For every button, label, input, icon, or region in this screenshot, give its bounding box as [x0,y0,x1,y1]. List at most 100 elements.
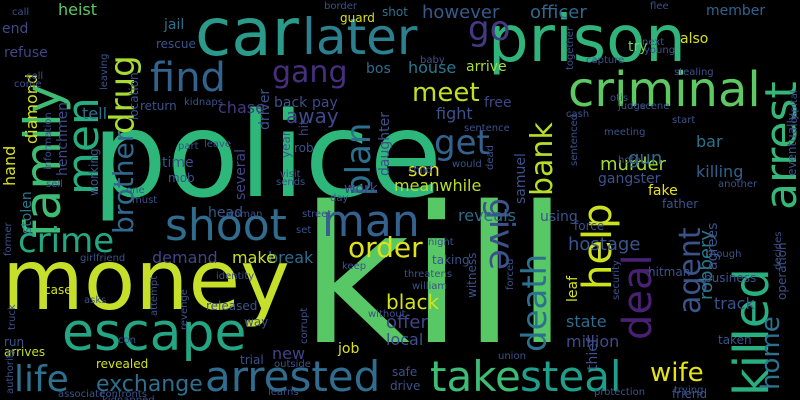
cloud-word: force [574,219,605,233]
cloud-word: house [408,58,457,77]
cloud-word: trial [240,353,264,367]
cloud-word: keep [342,261,367,272]
cloud-word: local [386,330,424,349]
cloud-word: prison [488,3,686,77]
cloud-word: head [208,205,243,221]
cloud-word: william [412,281,448,292]
cloud-word: associate [58,389,106,400]
cloud-word: bar [696,132,723,151]
cloud-word: killing [696,162,744,181]
cloud-word: street [302,209,332,220]
cloud-word: thief [585,338,601,370]
cloud-word: using [540,209,578,225]
cloud-word: information [43,112,54,170]
cloud-word: young [644,45,676,56]
cloud-word: get [434,123,490,163]
cloud-word: leaving [99,53,110,90]
cloud-word: gangster [598,171,661,187]
cloud-word: judge [618,101,646,112]
cloud-word: cell [26,71,44,82]
cloud-word: leaf [565,275,581,302]
cloud-word: end [2,21,29,37]
cloud-word: man [322,196,420,247]
cloud-word: criminal [568,62,761,118]
cloud-word: demand [152,248,218,267]
cloud-word: hand [0,145,19,186]
cloud-word: taken [718,333,752,347]
cloud-word: without [368,309,406,320]
cloud-word: authority [5,348,16,394]
cloud-word: job [338,341,360,357]
cloud-word: girlfriend [80,253,126,264]
cloud-word: case [44,283,72,297]
cloud-word: arrested [205,352,381,400]
cloud-word: next [642,37,665,48]
cloud-word: death [515,253,555,352]
cloud-word: time [162,155,194,171]
cloud-word: day [330,193,349,204]
cloud-word: one [126,185,145,196]
cloud-word: kidnapped [102,396,155,400]
cloud-word: work [344,181,378,197]
cloud-word: set [296,225,312,236]
cloud-word: free [484,95,512,111]
cloud-word: come [14,79,42,90]
cloud-word: away [286,104,339,128]
cloud-word: sentence [464,123,510,134]
cloud-word: gang [272,55,348,90]
cloud-word: hospital [789,90,800,130]
cloud-word: union [498,351,526,362]
cloud-word: heist [58,0,98,19]
cloud-word: dead [485,145,496,170]
cloud-word: another [718,179,758,190]
cloud-word: however [422,2,500,23]
cloud-word: take [430,352,521,400]
cloud-word: jail [164,17,185,33]
cloud-word: shot [382,5,408,19]
cloud-word: back [274,95,308,111]
cloud-word: forced [505,258,516,290]
cloud-word: together [565,26,576,70]
cloud-word: father [662,197,699,211]
cloud-word: reveals [458,206,516,225]
cloud-word: flee [650,1,669,12]
cloud-word: drive [390,379,421,393]
cloud-word: kill [300,166,569,387]
cloud-word: car [195,0,299,71]
cloud-word: kidnaps [184,97,223,108]
cloud-word: pay [312,95,338,111]
cloud-word: shoot [165,200,287,251]
cloud-word: call [12,7,30,18]
cloud-word: safe [392,365,418,379]
cloud-word: police [92,86,443,224]
cloud-word: protection [594,387,646,398]
cloud-word: henchmen [55,101,71,176]
cloud-word: gun [628,148,663,169]
cloud-word: wife [650,358,704,388]
cloud-word: black [386,290,440,314]
cloud-word: would [452,159,482,170]
cloud-word: meeting [604,127,646,138]
cloud-word: identity [216,271,255,282]
cloud-word: revenge [179,289,190,330]
cloud-word: money [2,231,290,329]
cloud-word: try [628,39,648,55]
cloud-word: track [714,294,755,313]
cloud-word: daughter [377,112,393,176]
cloud-word: chase [218,98,265,117]
cloud-word: confronts [100,389,147,400]
cloud-word: also [680,31,709,47]
cloud-word: crime [18,221,115,261]
cloud-word: child [408,165,432,176]
cloud-word: murder [600,154,666,175]
cloud-word: return [140,99,177,113]
cloud-word: way [244,315,269,329]
cloud-word: taking [432,253,470,267]
cloud-word: friend [672,387,708,400]
cloud-word: meet [412,78,480,108]
cloud-word: sends [276,177,306,188]
cloud-word: member [706,3,766,19]
cloud-word: woman [226,209,263,220]
cloud-word: year [279,131,293,158]
